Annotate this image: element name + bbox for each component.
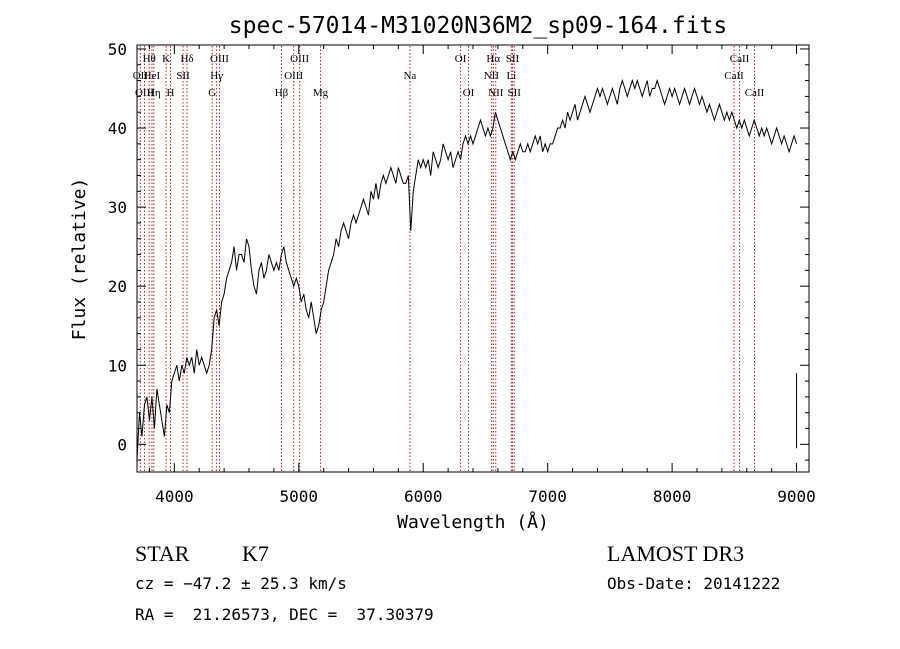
- x-tick-label-1: 5000: [280, 487, 319, 506]
- x-axis-label: Wavelength (Å): [397, 511, 549, 533]
- y-tick-label-1: 10: [108, 356, 127, 375]
- spectral-line-markers: [139, 46, 755, 472]
- line-label-14: OIII: [284, 70, 303, 82]
- line-label-4: HeI: [144, 70, 161, 82]
- y-axis-ticks: 0 10 20 30 40 50: [108, 40, 809, 461]
- line-label-24: SII: [507, 87, 521, 99]
- survey-name: LAMOST DR3: [607, 541, 744, 566]
- line-label-26: CaII: [724, 70, 744, 82]
- line-label-12: Hβ: [275, 87, 289, 99]
- x-tick-label-5: 9000: [777, 487, 816, 506]
- redshift-info: cz = −47.2 ± 25.3 km/s: [135, 574, 347, 593]
- y-tick-label-5: 50: [108, 40, 127, 59]
- line-label-25: CaII: [730, 53, 750, 65]
- line-label-17: OI: [455, 53, 467, 65]
- y-tick-label-0: 0: [117, 435, 127, 454]
- line-label-1: OII: [133, 70, 149, 82]
- object-class: STAR: [135, 541, 190, 566]
- line-label-19: Hα: [486, 53, 500, 65]
- line-label-3: Hθ: [143, 53, 156, 65]
- line-label-11: G: [208, 87, 216, 99]
- line-label-6: K: [162, 53, 170, 65]
- line-label-10: Hγ: [210, 70, 223, 82]
- line-label-5: Hη: [147, 87, 161, 99]
- x-tick-label-0: 4000: [155, 487, 194, 506]
- line-label-9: OIII: [210, 53, 229, 65]
- line-label-8: H: [166, 87, 174, 99]
- line-label-27: CaII: [745, 87, 765, 99]
- observation-date: Obs-Date: 20141222: [607, 574, 780, 593]
- line-label-16: Na: [403, 70, 416, 82]
- line-label-18: OI: [463, 87, 475, 99]
- y-axis-label: Flux (relative): [69, 178, 90, 341]
- line-label-20: NII: [484, 70, 500, 82]
- spectrum-line: [136, 78, 798, 461]
- x-tick-label-4: 8000: [653, 487, 692, 506]
- line-label-13: OIII: [290, 53, 309, 65]
- x-tick-label-3: 7000: [528, 487, 567, 506]
- object-subclass: K7: [242, 541, 269, 566]
- x-tick-label-2: 6000: [404, 487, 443, 506]
- line-label-22: SII: [506, 53, 520, 65]
- line-label-7: SII: [176, 70, 190, 82]
- y-tick-label-3: 30: [108, 198, 127, 217]
- line-label-21: NII: [488, 87, 504, 99]
- line-label-0: Hδ: [180, 53, 193, 65]
- x-axis-ticks: 4000 5000 6000 7000 8000 9000: [148, 45, 816, 506]
- chart-title: spec-57014-M31020N36M2_sp09-164.fits: [229, 13, 728, 39]
- y-tick-label-2: 20: [108, 277, 127, 296]
- y-tick-label-4: 40: [108, 119, 127, 138]
- line-label-23: Li: [506, 70, 516, 82]
- coordinates: RA = 21.26573, DEC = 37.30379: [135, 605, 434, 624]
- line-label-15: Mg: [313, 87, 329, 99]
